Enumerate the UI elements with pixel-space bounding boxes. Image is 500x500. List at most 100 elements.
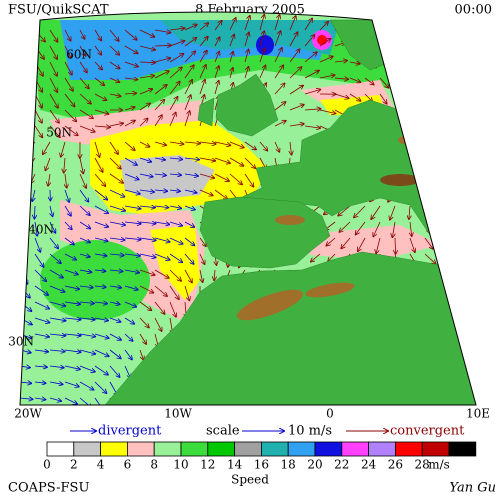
- wind-arrow: [435, 141, 441, 157]
- wind-arrow: [454, 125, 470, 132]
- wind-arrow: [139, 89, 152, 95]
- wind-arrow: [418, 141, 426, 154]
- wind-arrow: [34, 382, 46, 383]
- wind-arrow: [229, 157, 244, 166]
- wind-arrow: [454, 253, 465, 257]
- wind-arrow: [79, 349, 95, 354]
- wind-arrow: [469, 317, 476, 321]
- wind-arrow: [319, 22, 328, 31]
- header-left: FSU/QuikSCAT: [8, 3, 109, 18]
- colorbar-box: [73, 441, 102, 457]
- wind-arrow: [94, 45, 101, 55]
- wind-arrow: [409, 61, 418, 76]
- wind-arrow: [184, 205, 195, 210]
- wind-arrow: [454, 109, 468, 119]
- speed-patch: [160, 20, 340, 55]
- wind-arrow: [439, 253, 451, 260]
- wind-arrow: [34, 366, 47, 367]
- wind-arrow: [244, 157, 255, 168]
- wind-arrow: [424, 237, 433, 249]
- wind-arrow: [409, 77, 417, 92]
- wind-arrow: [274, 83, 285, 95]
- wind-arrow: [124, 205, 141, 209]
- wind-arrow: [244, 32, 249, 47]
- wind-arrow: [94, 173, 105, 186]
- wind-arrow: [304, 71, 319, 79]
- wind-arrow: [124, 238, 141, 240]
- wind-arrow: [469, 45, 476, 55]
- wind-arrow: [409, 93, 417, 108]
- wind-arrow: [139, 317, 149, 328]
- wind-arrow: [94, 93, 107, 100]
- wind-arrow: [139, 333, 146, 344]
- wind-arrow: [169, 237, 183, 244]
- legend-divergent: divergent: [98, 424, 162, 439]
- mountain: [236, 289, 304, 321]
- wind-arrow: [43, 141, 51, 154]
- wind-arrow: [454, 221, 465, 229]
- wind-arrow: [139, 238, 156, 240]
- wind-arrow: [139, 222, 156, 224]
- wind-arrow: [454, 173, 461, 188]
- wind-arrow: [65, 173, 67, 188]
- wind-arrow: [94, 349, 109, 356]
- wind-arrow: [354, 205, 366, 217]
- wind-arrow: [79, 334, 95, 337]
- wind-arrow: [79, 270, 92, 272]
- wind-arrow: [409, 205, 410, 219]
- wind-arrow: [64, 365, 80, 369]
- wind-arrow: [109, 221, 125, 225]
- wind-arrow: [64, 381, 79, 387]
- wind-arrow: [79, 205, 90, 215]
- wind-arrow: [124, 222, 141, 224]
- wind-arrow: [274, 65, 283, 79]
- wind-arrow: [79, 286, 93, 288]
- wind-arrow: [424, 93, 433, 108]
- wind-arrow: [469, 237, 476, 242]
- wind-arrow: [439, 125, 453, 136]
- wind-arrow: [34, 301, 49, 309]
- wind-arrow: [124, 121, 135, 127]
- wind-arrow: [420, 157, 426, 170]
- wind-arrow: [34, 109, 42, 123]
- wind-arrow: [184, 38, 196, 47]
- wind-arrow: [18, 222, 20, 237]
- wind-arrow: [409, 125, 417, 137]
- wind-arrow: [109, 189, 125, 197]
- wind-arrow: [124, 317, 134, 324]
- wind-arrow: [184, 269, 192, 283]
- wind-arrow: [49, 285, 65, 292]
- colorbar-tick-label: 2: [70, 458, 78, 472]
- wind-arrow: [364, 77, 374, 85]
- wind-arrow: [64, 125, 78, 135]
- wind-arrow: [124, 93, 136, 94]
- wind-arrow: [200, 269, 203, 282]
- speed-patch: [256, 35, 274, 55]
- wind-arrow: [20, 253, 25, 269]
- wind-arrow: [394, 61, 405, 74]
- wind-arrow: [79, 29, 85, 39]
- wind-arrow: [49, 269, 63, 278]
- wind-arrow: [469, 109, 476, 116]
- wind-arrow: [139, 141, 150, 147]
- wind-arrow: [154, 285, 167, 296]
- wind-arrow: [154, 206, 169, 208]
- wind-arrow: [379, 45, 393, 54]
- wind-arrow: [169, 285, 179, 299]
- wind-arrow: [425, 205, 427, 217]
- wind-arrow: [199, 237, 206, 246]
- wind-arrow: [259, 48, 265, 63]
- wind-arrow: [20, 61, 29, 74]
- wind-arrow: [79, 365, 95, 372]
- wind-arrow: [455, 157, 458, 174]
- wind-arrow: [214, 189, 227, 199]
- wind-arrow: [20, 173, 21, 185]
- colorbar-tick-label: 24: [361, 458, 377, 472]
- wind-arrow: [214, 269, 215, 280]
- wind-arrow: [169, 158, 182, 159]
- wind-arrow: [79, 157, 83, 174]
- wind-arrow: [469, 77, 476, 86]
- wind-arrow: [259, 31, 264, 47]
- mountain: [275, 215, 305, 225]
